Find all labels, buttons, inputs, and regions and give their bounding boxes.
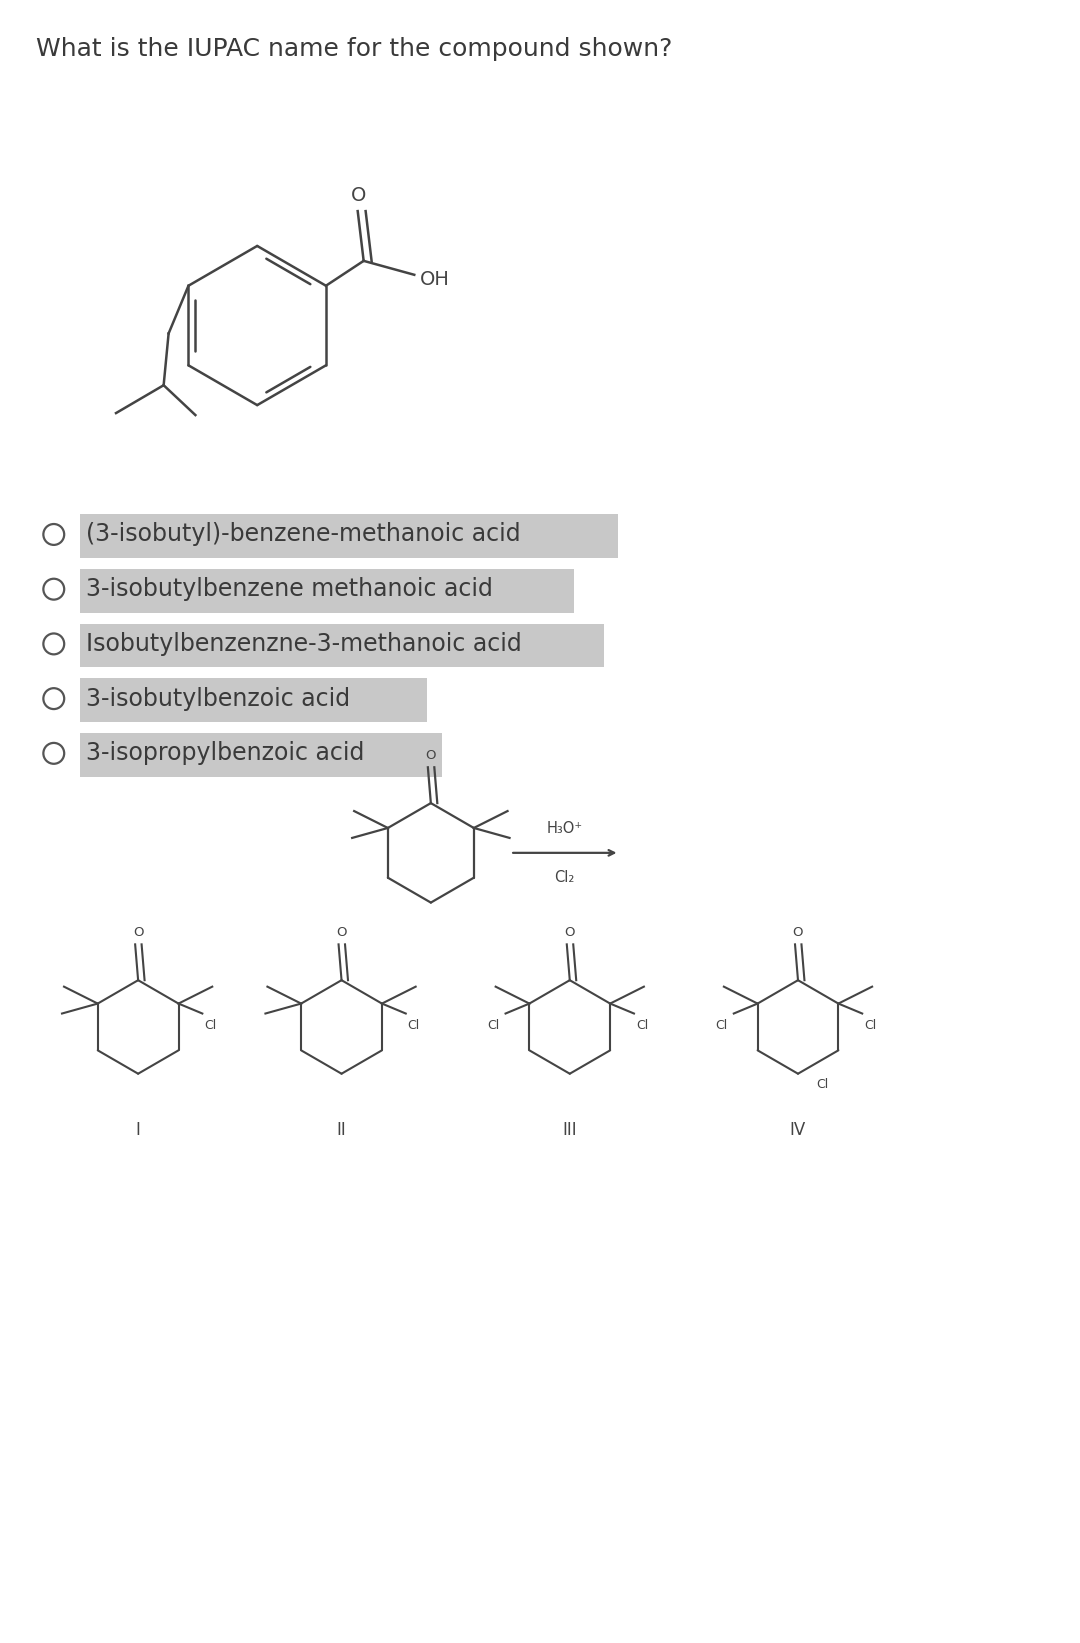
Text: O: O (426, 749, 436, 762)
Text: I: I (136, 1122, 140, 1140)
FancyBboxPatch shape (80, 514, 619, 559)
Text: IV: IV (789, 1122, 806, 1140)
Text: O: O (793, 927, 804, 940)
FancyBboxPatch shape (80, 733, 442, 777)
Text: (3-isobutyl)-benzene-methanoic acid: (3-isobutyl)-benzene-methanoic acid (85, 522, 521, 547)
Text: O: O (565, 927, 575, 940)
Text: II: II (337, 1122, 347, 1140)
Text: 3-isobutylbenzoic acid: 3-isobutylbenzoic acid (85, 687, 350, 711)
Text: Isobutylbenzenzne-3-methanoic acid: Isobutylbenzenzne-3-methanoic acid (85, 633, 522, 656)
Text: O: O (336, 927, 347, 940)
Text: OH: OH (420, 269, 450, 289)
FancyBboxPatch shape (80, 679, 428, 721)
Text: Cl₂: Cl₂ (555, 869, 575, 884)
Text: III: III (563, 1122, 577, 1140)
Text: Cl: Cl (864, 1020, 877, 1032)
FancyBboxPatch shape (80, 623, 604, 667)
Text: Cl: Cl (408, 1020, 420, 1032)
Text: Cl: Cl (204, 1020, 217, 1032)
Text: Cl: Cl (716, 1020, 728, 1032)
Text: Cl: Cl (636, 1020, 648, 1032)
Text: Cl: Cl (815, 1078, 828, 1091)
Text: 3-isobutylbenzene methanoic acid: 3-isobutylbenzene methanoic acid (85, 577, 492, 601)
Text: O: O (351, 186, 366, 205)
Text: Cl: Cl (487, 1020, 500, 1032)
Text: O: O (133, 927, 144, 940)
Text: What is the IUPAC name for the compound shown?: What is the IUPAC name for the compound … (36, 38, 672, 61)
Text: 3-isopropylbenzoic acid: 3-isopropylbenzoic acid (85, 741, 364, 766)
FancyBboxPatch shape (80, 568, 575, 613)
Text: H₃O⁺: H₃O⁺ (546, 822, 583, 836)
